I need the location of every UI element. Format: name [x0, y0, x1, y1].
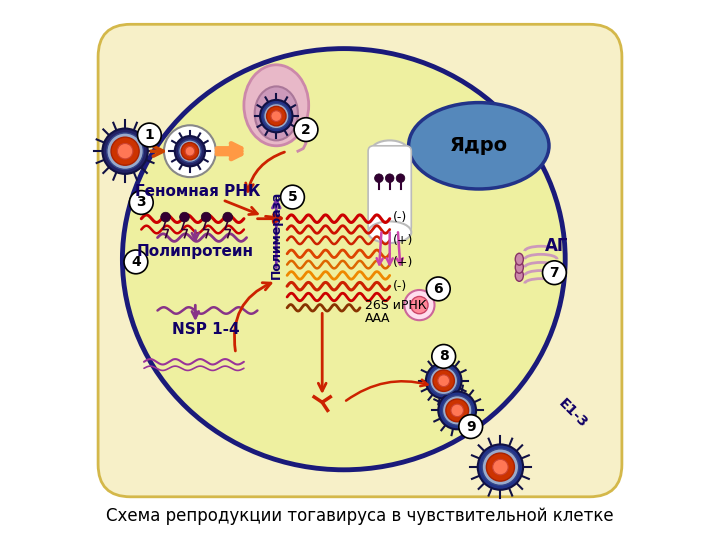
Circle shape [102, 129, 148, 174]
Text: 9: 9 [466, 420, 475, 434]
Text: NSP 1-4: NSP 1-4 [172, 322, 240, 337]
Ellipse shape [244, 65, 309, 146]
Circle shape [294, 118, 318, 141]
Circle shape [138, 123, 161, 147]
Circle shape [432, 345, 456, 368]
Ellipse shape [516, 269, 523, 281]
Circle shape [438, 375, 449, 387]
Text: 1: 1 [145, 128, 154, 142]
Circle shape [111, 137, 139, 165]
Circle shape [130, 191, 153, 214]
Circle shape [426, 277, 450, 301]
Text: Схема репродукции тогавируса в чувствительной клетке: Схема репродукции тогавируса в чувствите… [106, 507, 614, 525]
Text: (-): (-) [392, 211, 407, 224]
Text: (+): (+) [392, 256, 413, 269]
Text: E1-3: E1-3 [556, 396, 590, 430]
Ellipse shape [409, 103, 549, 189]
Ellipse shape [122, 49, 565, 470]
Ellipse shape [255, 86, 298, 140]
Text: 5: 5 [287, 190, 297, 204]
Ellipse shape [516, 253, 523, 265]
Circle shape [396, 174, 405, 183]
Text: Полипротеин: Полипротеин [137, 244, 254, 259]
Text: АГ: АГ [545, 237, 569, 255]
Circle shape [179, 140, 201, 163]
Circle shape [486, 453, 515, 481]
Text: 26S иРНК: 26S иРНК [365, 299, 427, 312]
Ellipse shape [516, 261, 523, 273]
Circle shape [492, 460, 508, 475]
Circle shape [175, 136, 205, 166]
Circle shape [459, 415, 482, 438]
Circle shape [385, 174, 394, 183]
Circle shape [124, 250, 148, 274]
Circle shape [264, 104, 289, 129]
Circle shape [446, 399, 469, 422]
Text: 3: 3 [137, 195, 146, 210]
Text: (+): (+) [392, 234, 413, 247]
Ellipse shape [368, 221, 411, 243]
Circle shape [438, 392, 476, 429]
Circle shape [161, 212, 171, 222]
Circle shape [107, 133, 143, 170]
Text: 7: 7 [549, 266, 559, 280]
Ellipse shape [371, 140, 409, 162]
Circle shape [482, 449, 518, 485]
Text: Геномная РНК: Геномная РНК [135, 184, 261, 199]
Circle shape [443, 396, 472, 425]
Circle shape [543, 261, 566, 285]
Circle shape [271, 111, 282, 122]
Text: 2: 2 [301, 123, 311, 137]
Circle shape [374, 174, 383, 183]
Circle shape [410, 296, 428, 314]
Circle shape [180, 212, 189, 222]
Text: ААА: ААА [365, 312, 391, 325]
Text: (-): (-) [392, 280, 407, 293]
FancyBboxPatch shape [368, 146, 411, 232]
Circle shape [266, 106, 286, 126]
Circle shape [426, 363, 462, 399]
Circle shape [164, 125, 216, 177]
Circle shape [202, 212, 211, 222]
Text: 8: 8 [438, 349, 449, 363]
Circle shape [117, 144, 132, 159]
Circle shape [433, 370, 454, 392]
Circle shape [185, 146, 194, 156]
Circle shape [181, 143, 199, 160]
Text: Полимераза: Полимераза [270, 191, 283, 279]
FancyBboxPatch shape [98, 24, 622, 497]
Circle shape [222, 212, 233, 222]
Circle shape [451, 404, 464, 417]
Circle shape [430, 367, 458, 395]
Text: 4: 4 [131, 255, 141, 269]
Circle shape [281, 185, 305, 209]
Circle shape [478, 444, 523, 490]
Circle shape [260, 100, 292, 132]
Text: Ядро: Ядро [450, 136, 508, 156]
Circle shape [405, 290, 435, 320]
Text: 6: 6 [433, 282, 443, 296]
